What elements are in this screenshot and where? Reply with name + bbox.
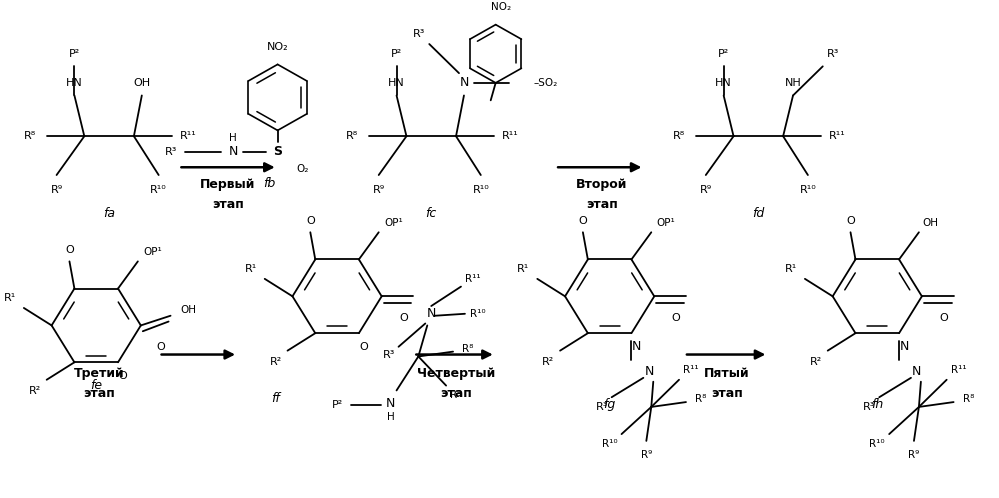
Text: O: O bbox=[156, 342, 165, 352]
Text: OH: OH bbox=[923, 218, 939, 228]
Text: O: O bbox=[578, 216, 587, 226]
Text: NH: NH bbox=[784, 78, 801, 88]
Text: O: O bbox=[939, 313, 948, 323]
Text: этап: этап bbox=[441, 387, 472, 400]
Text: R¹: R¹ bbox=[785, 264, 797, 274]
Text: R⁹: R⁹ bbox=[373, 185, 385, 195]
Text: HN: HN bbox=[389, 78, 405, 88]
Text: R⁹: R⁹ bbox=[908, 450, 919, 461]
Text: R¹⁰: R¹⁰ bbox=[473, 185, 490, 195]
Text: P²: P² bbox=[69, 49, 80, 59]
Text: Четвертый: Четвертый bbox=[417, 368, 496, 380]
Text: P²: P² bbox=[332, 400, 343, 410]
Text: Пятый: Пятый bbox=[704, 368, 749, 380]
Text: R³: R³ bbox=[863, 402, 875, 412]
Text: S: S bbox=[273, 145, 282, 158]
Text: R⁸: R⁸ bbox=[673, 131, 685, 141]
Text: fg: fg bbox=[603, 398, 615, 411]
Text: OP¹: OP¹ bbox=[143, 247, 162, 256]
Text: R¹⁰: R¹⁰ bbox=[799, 185, 816, 195]
Text: NO₂: NO₂ bbox=[491, 2, 510, 12]
Text: –SO₂: –SO₂ bbox=[533, 78, 557, 88]
Text: O: O bbox=[360, 342, 369, 352]
Text: R¹: R¹ bbox=[245, 264, 257, 274]
Text: R¹⁰: R¹⁰ bbox=[601, 439, 617, 449]
Text: Первый: Первый bbox=[201, 178, 256, 191]
Text: O: O bbox=[846, 216, 855, 226]
Text: H: H bbox=[387, 412, 395, 422]
Text: OP¹: OP¹ bbox=[385, 218, 403, 228]
Text: R⁸: R⁸ bbox=[346, 131, 358, 141]
Text: R¹¹: R¹¹ bbox=[502, 131, 518, 141]
Text: R¹¹: R¹¹ bbox=[466, 274, 481, 284]
Text: N: N bbox=[631, 340, 641, 353]
Text: O: O bbox=[119, 371, 127, 381]
Text: P²: P² bbox=[391, 49, 403, 59]
Text: R⁹: R⁹ bbox=[451, 390, 462, 400]
Text: HN: HN bbox=[66, 78, 83, 88]
Text: N: N bbox=[899, 340, 909, 353]
Text: N: N bbox=[427, 307, 436, 320]
Text: R¹: R¹ bbox=[4, 293, 16, 303]
Text: этап: этап bbox=[710, 387, 742, 400]
Text: R²: R² bbox=[270, 357, 282, 368]
Text: O: O bbox=[671, 313, 680, 323]
Text: R³: R³ bbox=[383, 350, 395, 360]
Text: OH: OH bbox=[181, 305, 197, 315]
Text: R⁸: R⁸ bbox=[463, 344, 474, 354]
Text: R²: R² bbox=[810, 357, 822, 368]
Text: Третий: Третий bbox=[74, 368, 125, 380]
Text: O: O bbox=[306, 216, 315, 226]
Text: H: H bbox=[229, 133, 237, 143]
Text: P²: P² bbox=[718, 49, 729, 59]
Text: R¹⁰: R¹⁰ bbox=[470, 309, 486, 319]
Text: R¹¹: R¹¹ bbox=[829, 131, 846, 141]
Text: R²: R² bbox=[542, 357, 554, 368]
Text: N: N bbox=[460, 76, 469, 89]
Text: NO₂: NO₂ bbox=[267, 42, 289, 52]
Text: N: N bbox=[912, 366, 922, 378]
Text: ff: ff bbox=[272, 392, 280, 405]
Text: R⁹: R⁹ bbox=[50, 185, 63, 195]
Text: Второй: Второй bbox=[576, 178, 627, 191]
Text: N: N bbox=[386, 396, 396, 409]
Text: R⁹: R⁹ bbox=[699, 185, 712, 195]
Text: R³: R³ bbox=[166, 147, 178, 157]
Text: R²: R² bbox=[29, 386, 41, 396]
Text: O: O bbox=[400, 313, 408, 323]
Text: fc: fc bbox=[426, 207, 437, 220]
Text: R⁸: R⁸ bbox=[963, 394, 974, 404]
Text: fh: fh bbox=[871, 398, 883, 411]
Text: O: O bbox=[65, 245, 74, 255]
Text: fb: fb bbox=[264, 177, 276, 190]
Text: R³: R³ bbox=[595, 402, 608, 412]
Text: fd: fd bbox=[752, 207, 764, 220]
Text: R⁸: R⁸ bbox=[24, 131, 36, 141]
Text: fa: fa bbox=[103, 207, 115, 220]
Text: R⁹: R⁹ bbox=[640, 450, 652, 461]
Text: R¹⁰: R¹⁰ bbox=[869, 439, 885, 449]
Text: R³: R³ bbox=[826, 49, 839, 59]
Text: N: N bbox=[644, 366, 654, 378]
Text: R³: R³ bbox=[414, 29, 426, 39]
Text: N: N bbox=[229, 145, 238, 158]
Text: этап: этап bbox=[585, 198, 617, 211]
Text: R¹: R¹ bbox=[517, 264, 529, 274]
Text: OH: OH bbox=[133, 78, 151, 88]
Text: fe: fe bbox=[90, 379, 102, 392]
Text: R¹¹: R¹¹ bbox=[180, 131, 197, 141]
Text: R¹¹: R¹¹ bbox=[683, 365, 698, 375]
Text: R¹¹: R¹¹ bbox=[951, 365, 966, 375]
Text: OP¹: OP¹ bbox=[656, 218, 675, 228]
Text: R⁸: R⁸ bbox=[695, 394, 706, 404]
Text: R¹⁰: R¹⁰ bbox=[150, 185, 167, 195]
Text: этап: этап bbox=[212, 198, 244, 211]
Text: O₂: O₂ bbox=[296, 164, 309, 174]
Text: этап: этап bbox=[83, 387, 115, 400]
Text: HN: HN bbox=[715, 78, 732, 88]
